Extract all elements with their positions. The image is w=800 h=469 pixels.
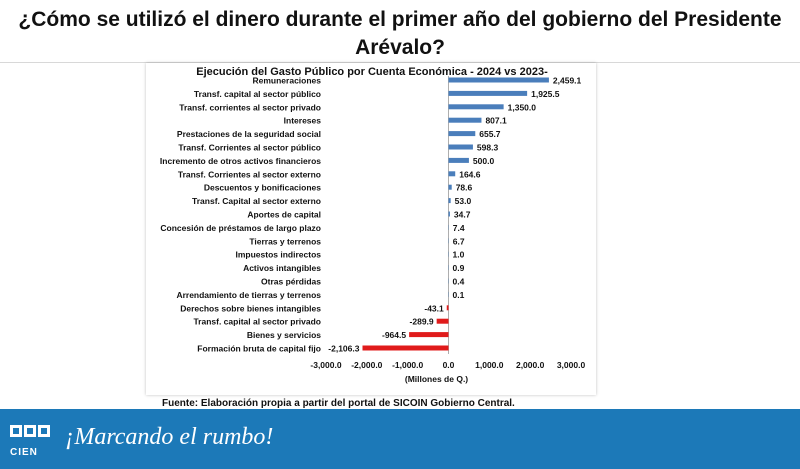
bar [448,117,482,123]
category-label: Arrendamiento de tierras y terrenos [176,290,321,300]
category-label: Remuneraciones [253,76,322,86]
bar [448,184,452,190]
value-label: -43.1 [424,303,444,313]
category-label: Derechos sobre bienes intangibles [180,303,321,313]
value-label: 500.0 [473,156,495,166]
footer-bar: CIEN ¡Marcando el rumbo! [0,409,800,469]
value-label: 655.7 [479,129,501,139]
category-label: Impuestos indirectos [236,250,322,260]
bar [362,345,449,351]
value-label: 1,925.5 [531,89,560,99]
value-label: 6.7 [453,236,465,246]
category-label: Transf. capital al sector privado [193,317,321,327]
category-label: Concesión de préstamos de largo plazo [160,223,321,233]
value-label: 0.9 [453,263,465,273]
bar [448,198,451,204]
x-tick-label: 1,000.0 [475,360,504,370]
source-note: Fuente: Elaboración propia a partir del … [162,398,515,409]
bar [448,104,504,110]
category-label: Aportes de capital [247,210,321,220]
category-label: Intereses [284,116,322,126]
x-tick-label: 2,000.0 [516,360,545,370]
x-tick-label: -1,000.0 [392,360,423,370]
value-label: 807.1 [485,116,507,126]
x-axis-label: (Millones de Q.) [405,374,468,384]
category-label: Transf. corrientes al sector privado [179,102,321,112]
chart-title: Ejecución del Gasto Público por Cuenta E… [196,66,548,78]
value-label: -289.9 [410,317,434,327]
bar [409,332,449,338]
value-label: 164.6 [459,169,481,179]
bar [446,305,449,311]
category-label: Bienes y servicios [247,330,321,340]
category-label: Prestaciones de la seguridad social [177,129,321,139]
cien-logo-icon [10,425,50,437]
x-tick-label: -2,000.0 [351,360,382,370]
chart-frame [146,63,596,395]
x-tick-label: -3,000.0 [310,360,341,370]
category-label: Activos intangibles [243,263,321,273]
headline-divider [0,62,800,63]
logo-text: CIEN [10,447,38,458]
value-label: 34.7 [454,210,471,220]
value-label: 7.4 [453,223,465,233]
headline-line-1: ¿Cómo se utilizó el dinero durante el pr… [18,8,782,31]
category-label: Transf. Corrientes al sector externo [178,169,321,179]
category-label: Incremento de otros activos financieros [160,156,321,166]
category-label: Transf. Capital al sector externo [192,196,321,206]
value-label: 2,459.1 [553,76,582,86]
x-tick-label: 3,000.0 [557,360,586,370]
category-label: Descuentos y bonificaciones [204,183,321,193]
value-label: 53.0 [455,196,472,206]
headline-line-2: Arévalo? [355,36,445,59]
footer-tagline: ¡Marcando el rumbo! [65,424,274,450]
value-label: -2,106.3 [328,344,359,354]
value-label: 0.4 [453,277,465,287]
bar [448,144,473,150]
value-label: -964.5 [382,330,406,340]
category-label: Transf. Corrientes al sector público [178,143,321,153]
bar [448,157,469,163]
category-label: Otras pérdidas [261,277,321,287]
page-headline: ¿Cómo se utilizó el dinero durante el pr… [0,6,800,62]
category-label: Transf. capital al sector público [194,89,321,99]
value-label: 1,350.0 [508,102,537,112]
value-label: 0.1 [453,290,465,300]
x-tick-label: 0.0 [443,360,455,370]
category-label: Tierras y terrenos [249,236,321,246]
bar [448,77,549,83]
value-label: 598.3 [477,143,499,153]
value-label: 1.0 [453,250,465,260]
category-label: Formación bruta de capital fijo [197,344,321,354]
bar [448,171,456,177]
bar [448,131,476,137]
bar [448,90,528,96]
bar [448,211,450,217]
spending-bar-chart: Ejecución del Gasto Público por Cuenta E… [160,66,586,384]
value-label: 78.6 [456,183,473,193]
bar [436,318,449,324]
